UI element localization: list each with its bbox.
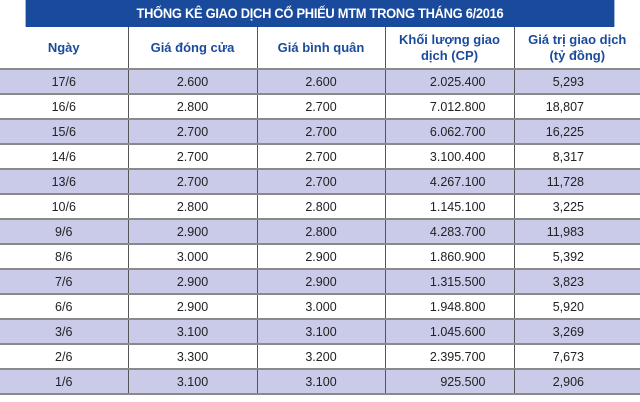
cell-closing-price: 3.300 (127, 344, 258, 370)
cell-date: 13/6 (0, 169, 129, 195)
cell-date: 8/6 (0, 244, 129, 270)
header-date: Ngày (0, 27, 129, 70)
cell-date: 1/6 (0, 369, 129, 395)
table-row: 6/6 2.900 3.000 1.948.800 5,920 (0, 294, 640, 320)
table-title: THỐNG KÊ GIAO DỊCH CỔ PHIẾU MTM TRONG TH… (25, 0, 615, 27)
header-average-price: Giá bình quân (256, 27, 386, 70)
cell-trading-value: 11,983 (513, 219, 640, 245)
cell-average-price: 2.600 (256, 69, 386, 95)
cell-average-price: 2.900 (256, 269, 386, 295)
cell-trading-volume: 4.267.100 (384, 169, 515, 195)
cell-average-price: 2.700 (256, 119, 386, 145)
cell-closing-price: 2.900 (127, 219, 258, 245)
cell-trading-volume: 1.315.500 (384, 269, 515, 295)
cell-average-price: 2.800 (256, 194, 386, 220)
cell-closing-price: 3.100 (127, 319, 258, 345)
cell-trading-value: 5,920 (513, 294, 640, 320)
table-row: 14/6 2.700 2.700 3.100.400 8,317 (0, 144, 640, 170)
cell-closing-price: 2.800 (127, 194, 258, 220)
cell-average-price: 2.700 (256, 169, 386, 195)
table-row: 1/6 3.100 3.100 925.500 2,906 (0, 369, 640, 395)
cell-trading-volume: 2.025.400 (384, 69, 515, 95)
cell-trading-volume: 3.100.400 (384, 144, 515, 170)
cell-date: 14/6 (0, 144, 129, 170)
cell-closing-price: 2.900 (127, 294, 258, 320)
cell-date: 16/6 (0, 94, 129, 120)
cell-trading-value: 18,807 (513, 94, 640, 120)
table-row: 13/6 2.700 2.700 4.267.100 11,728 (0, 169, 640, 195)
cell-closing-price: 2.800 (127, 94, 258, 120)
cell-closing-price: 2.700 (127, 169, 258, 195)
cell-date: 2/6 (0, 344, 129, 370)
cell-trading-value: 11,728 (513, 169, 640, 195)
cell-average-price: 2.700 (256, 144, 386, 170)
header-trading-volume: Khối lượng giao dịch (CP) (384, 27, 515, 70)
cell-trading-value: 3,225 (513, 194, 640, 220)
table-row: 3/6 3.100 3.100 1.045.600 3,269 (0, 319, 640, 345)
table-row: 16/6 2.800 2.700 7.012.800 18,807 (0, 94, 640, 120)
table-row: 7/6 2.900 2.900 1.315.500 3,823 (0, 269, 640, 295)
cell-date: 15/6 (0, 119, 129, 145)
cell-trading-volume: 2.395.700 (384, 344, 515, 370)
cell-closing-price: 2.600 (127, 69, 258, 95)
cell-average-price: 3.100 (256, 319, 386, 345)
cell-date: 9/6 (0, 219, 129, 245)
header-trading-value: Giá trị giao dịch (tỷ đồng) (513, 27, 640, 70)
cell-trading-volume: 1.045.600 (384, 319, 515, 345)
cell-trading-value: 3,269 (513, 319, 640, 345)
cell-trading-value: 3,823 (513, 269, 640, 295)
table-row: 2/6 3.300 3.200 2.395.700 7,673 (0, 344, 640, 370)
trading-statistics-table: Ngày Giá đóng cửa Giá bình quân Khối lượ… (0, 27, 640, 395)
cell-date: 6/6 (0, 294, 129, 320)
table-row: 8/6 3.000 2.900 1.860.900 5,392 (0, 244, 640, 270)
cell-trading-volume: 925.500 (384, 369, 515, 395)
cell-trading-value: 7,673 (513, 344, 640, 370)
cell-date: 3/6 (0, 319, 129, 345)
cell-average-price: 2.900 (256, 244, 386, 270)
cell-closing-price: 2.700 (127, 119, 258, 145)
cell-date: 10/6 (0, 194, 129, 220)
table-header-row: Ngày Giá đóng cửa Giá bình quân Khối lượ… (0, 27, 640, 70)
cell-average-price: 2.800 (256, 219, 386, 245)
cell-trading-value: 5,392 (513, 244, 640, 270)
table-row: 17/6 2.600 2.600 2.025.400 5,293 (0, 69, 640, 95)
table-row: 10/6 2.800 2.800 1.145.100 3,225 (0, 194, 640, 220)
cell-trading-volume: 4.283.700 (384, 219, 515, 245)
cell-average-price: 3.200 (256, 344, 386, 370)
cell-trading-value: 5,293 (513, 69, 640, 95)
table-row: 15/6 2.700 2.700 6.062.700 16,225 (0, 119, 640, 145)
cell-closing-price: 3.100 (127, 369, 258, 395)
cell-average-price: 2.700 (256, 94, 386, 120)
cell-trading-volume: 1.948.800 (384, 294, 515, 320)
cell-trading-volume: 6.062.700 (384, 119, 515, 145)
cell-date: 17/6 (0, 69, 129, 95)
cell-trading-volume: 1.145.100 (384, 194, 515, 220)
cell-closing-price: 2.700 (127, 144, 258, 170)
cell-trading-value: 8,317 (513, 144, 640, 170)
cell-trading-value: 2,906 (513, 369, 640, 395)
cell-trading-volume: 7.012.800 (384, 94, 515, 120)
cell-trading-value: 16,225 (513, 119, 640, 145)
cell-closing-price: 3.000 (127, 244, 258, 270)
cell-average-price: 3.000 (256, 294, 386, 320)
cell-closing-price: 2.900 (127, 269, 258, 295)
cell-date: 7/6 (0, 269, 129, 295)
header-closing-price: Giá đóng cửa (127, 27, 258, 70)
cell-average-price: 3.100 (256, 369, 386, 395)
table-row: 9/6 2.900 2.800 4.283.700 11,983 (0, 219, 640, 245)
cell-trading-volume: 1.860.900 (384, 244, 515, 270)
